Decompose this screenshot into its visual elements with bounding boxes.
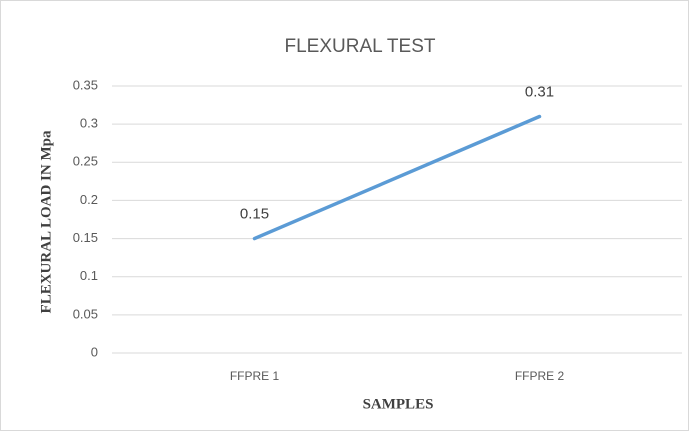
y-tick-label: 0.3	[80, 116, 98, 131]
y-tick-label: 0	[91, 344, 98, 359]
y-tick-label: 0.15	[73, 230, 98, 245]
y-axis-title: FLEXURAL LOAD IN Mpa	[38, 130, 54, 313]
x-tick-label: FFPRE 2	[515, 369, 565, 383]
y-tick-label: 0.05	[73, 306, 98, 321]
chart-title: FLEXURAL TEST	[285, 36, 436, 57]
x-tick-label: FFPRE 1	[230, 369, 280, 383]
y-tick-label: 0.2	[80, 192, 98, 207]
y-tick-label: 0.35	[73, 77, 98, 92]
line	[252, 114, 542, 241]
y-tick-label: 0.25	[73, 154, 98, 169]
data-label: 0.31	[525, 83, 554, 100]
x-axis-title: SAMPLES	[363, 396, 434, 412]
data-label: 0.15	[240, 206, 269, 223]
y-tick-label: 0.1	[80, 268, 98, 283]
